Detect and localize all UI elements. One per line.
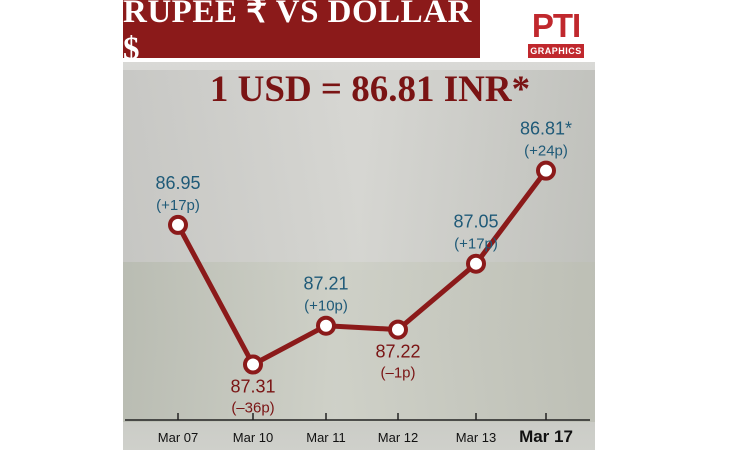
x-tick-label: Mar 10 bbox=[233, 430, 273, 445]
logo-subtext: GRAPHICS bbox=[528, 44, 584, 58]
x-tick-label: Mar 07 bbox=[158, 430, 198, 445]
x-tick-label: Mar 13 bbox=[456, 430, 496, 445]
data-change-label: (–1p) bbox=[380, 365, 415, 382]
logo-text: PTI bbox=[531, 7, 581, 44]
dollar-bill-image bbox=[123, 262, 595, 422]
data-point bbox=[388, 319, 408, 340]
data-change-label: (+10p) bbox=[304, 298, 348, 315]
data-point bbox=[536, 160, 556, 181]
exchange-rate-headline: 1 USD = 86.81 INR* bbox=[209, 69, 531, 110]
data-change-label: (+17p) bbox=[454, 236, 498, 253]
data-value-label: 87.21 bbox=[303, 274, 348, 294]
x-tick-label: Mar 12 bbox=[378, 430, 418, 445]
data-point bbox=[168, 214, 188, 235]
data-value-label: 87.05 bbox=[453, 212, 498, 232]
data-change-label: (+17p) bbox=[156, 197, 200, 214]
x-tick-label: Mar 11 bbox=[306, 430, 346, 445]
data-value-label: 86.81* bbox=[520, 119, 572, 139]
data-point bbox=[243, 354, 263, 375]
x-tick-label: Mar 17 bbox=[519, 427, 573, 446]
data-value-label: 87.31 bbox=[230, 376, 275, 396]
data-change-label: (+24p) bbox=[524, 143, 568, 160]
rupee-note-image bbox=[123, 70, 595, 270]
pti-graphics-logo: PTI GRAPHICS bbox=[528, 8, 584, 60]
title-banner: RUPEE ₹ VS DOLLAR $ bbox=[123, 0, 480, 67]
data-point bbox=[316, 315, 336, 336]
chart-title: RUPEE ₹ VS DOLLAR $ bbox=[123, 0, 472, 67]
series-line bbox=[175, 168, 549, 367]
data-value-label: 86.95 bbox=[155, 173, 200, 193]
data-value-label: 87.22 bbox=[375, 342, 420, 362]
data-point bbox=[466, 253, 486, 274]
data-change-label: (–36p) bbox=[231, 399, 274, 416]
